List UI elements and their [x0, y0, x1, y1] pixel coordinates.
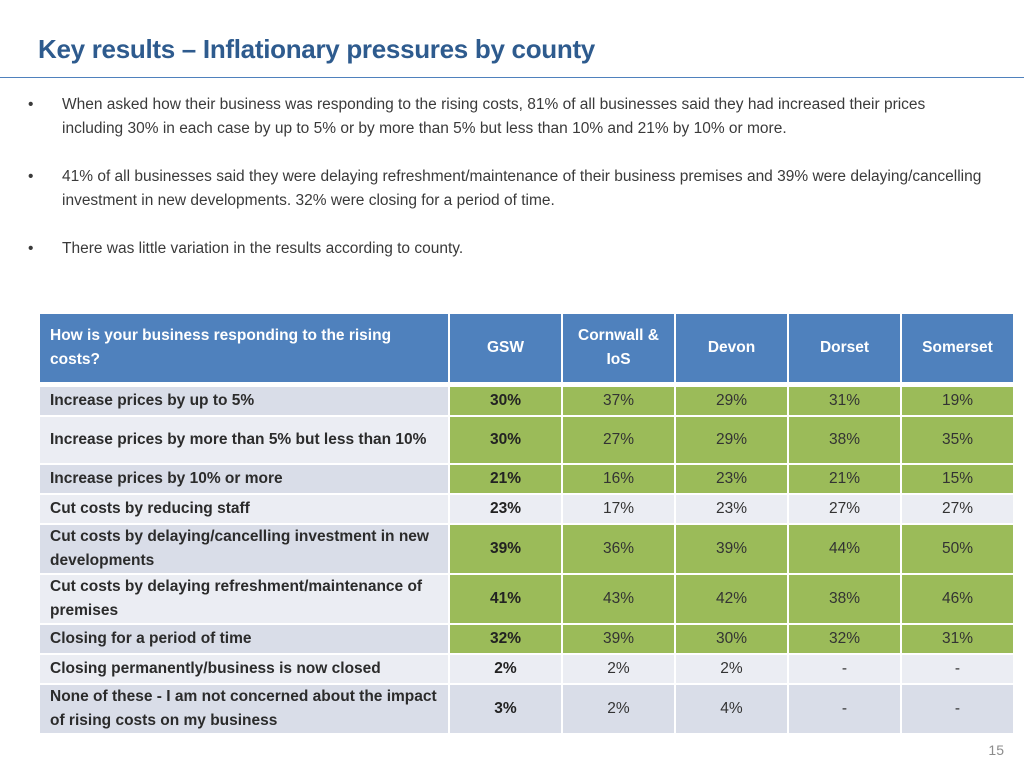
cell-dorset: -: [787, 653, 902, 685]
slide-title: Key results – Inflationary pressures by …: [38, 34, 595, 64]
header-question: How is your business responding to the r…: [38, 312, 450, 384]
cell-cornwall: 37%: [561, 385, 676, 417]
header-dorset: Dorset: [787, 312, 902, 384]
cell-cornwall: 27%: [561, 415, 676, 465]
bullet-text: There was little variation in the result…: [62, 240, 464, 257]
cell-dorset: 21%: [787, 463, 902, 495]
cell-cornwall: 17%: [561, 493, 676, 525]
header-somerset: Somerset: [900, 312, 1015, 384]
cell-gsw: 30%: [448, 385, 563, 417]
row-label: Cut costs by delaying/cancelling investm…: [38, 523, 450, 575]
cell-somerset: 35%: [900, 415, 1015, 465]
cell-dorset: 27%: [787, 493, 902, 525]
cell-somerset: -: [900, 683, 1015, 735]
row-label: Cut costs by reducing staff: [38, 493, 450, 525]
cell-devon: 23%: [674, 493, 789, 525]
table-row: Increase prices by 10% or more 21% 16% 23% 2…: [38, 463, 1015, 495]
cell-dorset: 31%: [787, 385, 902, 417]
cell-gsw: 21%: [448, 463, 563, 495]
row-label: None of these - I am not concerned about…: [38, 683, 450, 735]
row-label: Closing permanently/business is now clos…: [38, 653, 450, 685]
header-devon: Devon: [674, 312, 789, 384]
cell-cornwall: 39%: [561, 623, 676, 655]
table-row: Increase prices by up to 5% 30% 37% 29% 31% 1…: [38, 385, 1015, 417]
bullet-glyph: •: [28, 168, 34, 185]
cell-somerset: 31%: [900, 623, 1015, 655]
cell-devon: 2%: [674, 653, 789, 685]
table-header-row: How is your business responding to the r…: [38, 312, 1015, 384]
cell-dorset: 32%: [787, 623, 902, 655]
header-gsw: GSW: [448, 312, 563, 384]
cell-somerset: 46%: [900, 573, 1015, 625]
cell-gsw: 32%: [448, 623, 563, 655]
bullet-item: • 41% of all businesses said they were d…: [28, 165, 988, 213]
title-divider: [0, 77, 1024, 78]
cell-devon: 39%: [674, 523, 789, 575]
table-row: Cut costs by delaying refreshment/mainte…: [38, 573, 1015, 625]
row-label: Cut costs by delaying refreshment/mainte…: [38, 573, 450, 625]
cell-somerset: 27%: [900, 493, 1015, 525]
row-label: Increase prices by 10% or more: [38, 463, 450, 495]
cell-gsw: 3%: [448, 683, 563, 735]
table-row: Closing for a period of time 32% 39% 30% 32%…: [38, 623, 1015, 655]
cell-gsw: 2%: [448, 653, 563, 685]
cell-cornwall: 43%: [561, 573, 676, 625]
cell-somerset: 19%: [900, 385, 1015, 417]
cell-gsw: 39%: [448, 523, 563, 575]
page-number: 15: [988, 742, 1004, 758]
cell-devon: 42%: [674, 573, 789, 625]
cell-cornwall: 2%: [561, 683, 676, 735]
cell-devon: 29%: [674, 415, 789, 465]
cell-devon: 29%: [674, 385, 789, 417]
cell-somerset: 15%: [900, 463, 1015, 495]
summary-bullets: • When asked how their business was resp…: [28, 93, 988, 285]
row-label: Increase prices by up to 5%: [38, 385, 450, 417]
cell-dorset: 38%: [787, 415, 902, 465]
header-cornwall: Cornwall & IoS: [561, 312, 676, 384]
table-row: Increase prices by more than 5% but less…: [38, 415, 1015, 465]
row-label: Increase prices by more than 5% but less…: [38, 415, 450, 465]
cell-somerset: -: [900, 653, 1015, 685]
cell-gsw: 41%: [448, 573, 563, 625]
bullet-text: 41% of all businesses said they were del…: [62, 168, 982, 209]
cell-dorset: 44%: [787, 523, 902, 575]
cell-gsw: 23%: [448, 493, 563, 525]
cell-cornwall: 16%: [561, 463, 676, 495]
cell-devon: 23%: [674, 463, 789, 495]
cell-somerset: 50%: [900, 523, 1015, 575]
table-row: Cut costs by reducing staff 23% 17% 23% 27% 2…: [38, 493, 1015, 525]
table-body: Increase prices by up to 5% 30% 37% 29% 31% 1…: [38, 383, 1015, 735]
cell-dorset: -: [787, 683, 902, 735]
cell-cornwall: 2%: [561, 653, 676, 685]
bullet-glyph: •: [28, 240, 34, 257]
cell-cornwall: 36%: [561, 523, 676, 575]
header-spacer: [39, 383, 1014, 386]
cell-gsw: 30%: [448, 415, 563, 465]
table-row: Cut costs by delaying/cancelling investm…: [38, 523, 1015, 575]
cell-dorset: 38%: [787, 573, 902, 625]
cell-devon: 4%: [674, 683, 789, 735]
row-label: Closing for a period of time: [38, 623, 450, 655]
bullet-text: When asked how their business was respon…: [62, 96, 926, 137]
bullet-item: • There was little variation in the resu…: [28, 237, 988, 261]
bullet-glyph: •: [28, 96, 34, 113]
table-row: None of these - I am not concerned about…: [38, 683, 1015, 735]
bullet-item: • When asked how their business was resp…: [28, 93, 988, 141]
results-table: How is your business responding to the r…: [38, 312, 1015, 735]
cell-devon: 30%: [674, 623, 789, 655]
table-row: Closing permanently/business is now clos…: [38, 653, 1015, 685]
